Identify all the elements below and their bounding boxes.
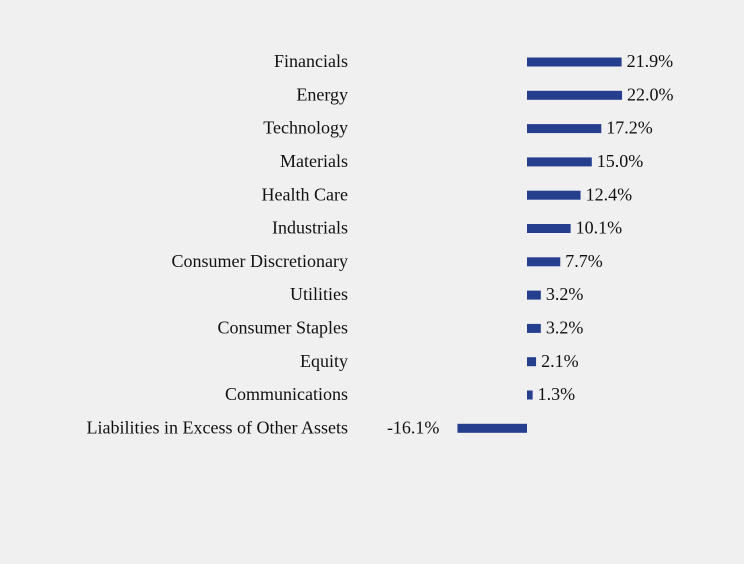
value-label: 22.0% [627, 84, 674, 104]
category-label: Communications [225, 384, 348, 404]
value-label: 17.2% [606, 118, 653, 138]
category-label: Consumer Staples [218, 318, 349, 338]
bar [527, 290, 541, 300]
value-label: 7.7% [565, 251, 603, 271]
bar [527, 124, 602, 134]
bar [527, 190, 581, 200]
bar [527, 257, 561, 267]
bar [527, 157, 592, 167]
value-label: 10.1% [576, 218, 623, 238]
bar [527, 90, 623, 100]
bar [457, 423, 527, 433]
category-label: Technology [263, 118, 348, 138]
value-label: 3.2% [546, 284, 584, 304]
bar [527, 224, 571, 233]
bar [527, 357, 537, 367]
value-label: 1.3% [538, 384, 576, 404]
value-label: 3.2% [546, 318, 584, 338]
value-label: -16.1% [387, 417, 440, 437]
category-label: Financials [274, 51, 348, 71]
value-label: 21.9% [627, 51, 674, 71]
category-label: Equity [300, 351, 348, 371]
bar [527, 323, 541, 333]
value-label: 12.4% [586, 184, 633, 204]
category-label: Utilities [290, 284, 348, 304]
category-label: Health Care [262, 184, 348, 204]
category-label: Consumer Discretionary [172, 251, 348, 271]
category-label: Liabilities in Excess of Other Assets [87, 417, 348, 437]
category-label: Materials [280, 151, 348, 171]
value-label: 15.0% [597, 151, 644, 171]
bar [527, 390, 533, 400]
category-label: Energy [296, 84, 348, 104]
bar [527, 57, 622, 67]
value-label: 2.1% [541, 351, 579, 371]
category-label: Industrials [272, 218, 348, 238]
